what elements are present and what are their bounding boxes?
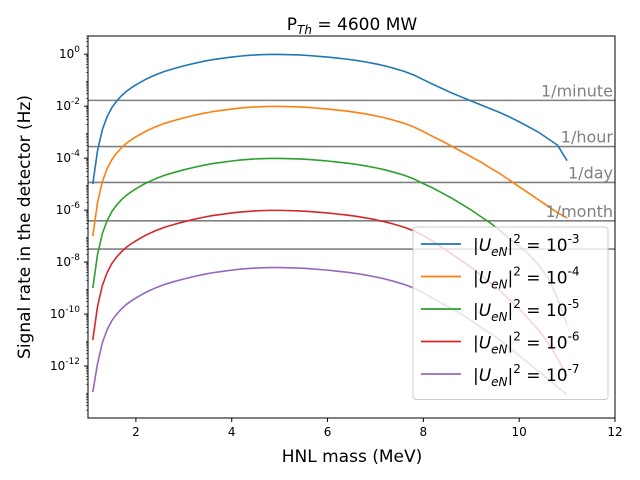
legend-label-label-base-0: |U bbox=[473, 236, 492, 256]
reference-line-label-0: 1/minute bbox=[541, 81, 613, 100]
legend-label-label-exp-0: -3 bbox=[568, 232, 580, 246]
y-axis-label: Signal rate in the detector (Hz) bbox=[15, 95, 35, 359]
legend-label-0: |UeN|2 = 10-3 bbox=[473, 232, 580, 259]
legend-label-label-base-1: |U bbox=[473, 269, 492, 289]
series-line-2 bbox=[91, 157, 568, 325]
legend-label-4: |UeN|2 = 10-7 bbox=[473, 362, 580, 389]
y-tick-exponent-4: -8 bbox=[71, 253, 80, 263]
y-tick-label-6: 10-12 bbox=[50, 357, 80, 373]
legend-label-label-exp-2: -5 bbox=[568, 297, 580, 311]
x-axis-label: HNL mass (MeV) bbox=[282, 447, 423, 467]
plot-frame bbox=[87, 35, 616, 419]
y-tick-exponent-5: -10 bbox=[65, 305, 80, 315]
legend-label-label-exp-3: -6 bbox=[568, 330, 580, 344]
y-tick-exponent-1: -2 bbox=[71, 97, 80, 107]
reference-line-label-3: 1/month bbox=[546, 202, 614, 221]
legend-label-label-base-4: |U bbox=[473, 366, 492, 386]
title-subscript: Th bbox=[297, 23, 312, 37]
legend-label-label-exp-1: -4 bbox=[568, 265, 580, 279]
x-tick-label-3: 8 bbox=[420, 425, 428, 439]
y-tick-exponent-6: -12 bbox=[65, 357, 80, 367]
y-tick-label-0: 100 bbox=[59, 45, 80, 61]
legend-label-label-sub-2: eN bbox=[491, 310, 507, 324]
title-base: P bbox=[287, 15, 297, 35]
reference-line-label-2: 1/day bbox=[568, 163, 613, 182]
legend-label-3: |UeN|2 = 10-6 bbox=[473, 330, 580, 357]
y-tick-label-2: 10-4 bbox=[56, 149, 81, 165]
x-axis-ticks: 2 4 6 8 10 12 bbox=[132, 418, 623, 439]
y-tick-exponent-3: -6 bbox=[71, 201, 80, 211]
legend-label-1: |UeN|2 = 10-4 bbox=[473, 265, 580, 292]
series-line-1 bbox=[91, 105, 568, 237]
y-tick-label-1: 10-2 bbox=[56, 97, 80, 113]
x-tick-label-0: 2 bbox=[132, 425, 140, 439]
reference-line-label-1: 1/hour bbox=[561, 128, 614, 147]
reference-line-labels: 1/minute 1/hour 1/day 1/month bbox=[541, 81, 613, 220]
legend-label-label-sub-3: eN bbox=[491, 343, 507, 357]
legend-label-2: |UeN|2 = 10-5 bbox=[473, 297, 580, 324]
legend: |UeN|2 = 10-3|UeN|2 = 10-4|UeN|2 = 10-5|… bbox=[412, 226, 609, 400]
y-tick-label-3: 10-6 bbox=[56, 201, 81, 217]
y-axis-ticks: 100 10-2 10-4 10-6 10-8 10-10 10-12 bbox=[50, 35, 88, 411]
y-tick-exponent-2: -4 bbox=[71, 149, 80, 159]
legend-label-label-base-2: |U bbox=[473, 301, 492, 321]
x-tick-label-1: 4 bbox=[228, 425, 236, 439]
legend-label-label-base-3: |U bbox=[473, 334, 492, 354]
legend-label-label-sub-4: eN bbox=[491, 375, 507, 389]
y-tick-label-5: 10-10 bbox=[50, 305, 80, 321]
legend-label-label-sub-1: eN bbox=[491, 278, 507, 292]
legend-label-label-sub-0: eN bbox=[491, 245, 507, 259]
series-line-0 bbox=[91, 53, 568, 185]
legend-label-label-exp-4: -7 bbox=[568, 362, 580, 376]
x-tick-label-4: 10 bbox=[512, 425, 527, 439]
x-tick-label-5: 12 bbox=[607, 425, 622, 439]
y-tick-label-4: 10-8 bbox=[56, 253, 81, 269]
chart-title: PTh = 4600 MW bbox=[287, 15, 418, 37]
title-rest: = 4600 MW bbox=[312, 15, 417, 35]
y-tick-exponent-0: 0 bbox=[74, 45, 80, 55]
x-tick-label-2: 6 bbox=[324, 425, 332, 439]
plot-area: 1/minute 1/hour 1/day 1/month bbox=[88, 53, 615, 396]
legend-box bbox=[412, 226, 609, 400]
